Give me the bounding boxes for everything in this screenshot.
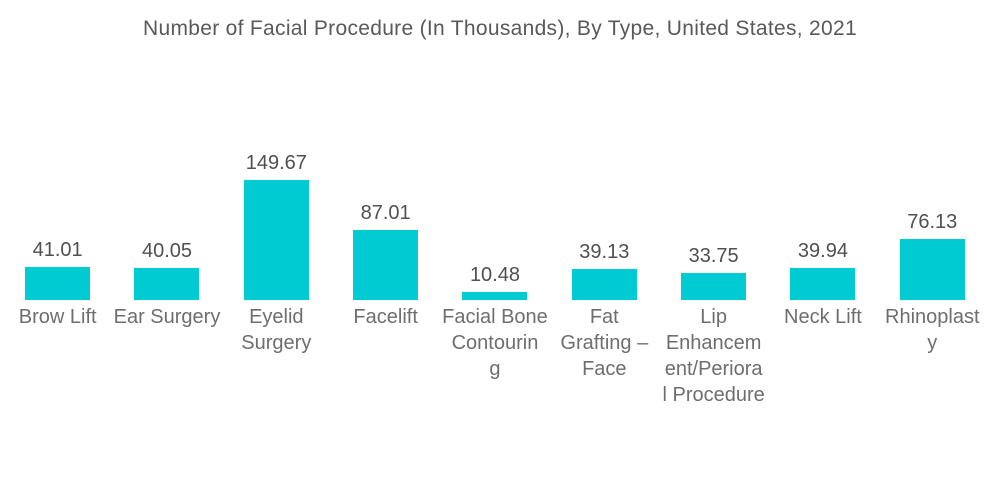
bar-value-label: 40.05 — [141, 240, 193, 262]
bar — [25, 267, 91, 300]
bar-value-label: 10.48 — [469, 264, 520, 286]
chart-title: Number of Facial Procedure (In Thousands… — [143, 17, 857, 40]
bar-column: 41.01 — [3, 0, 112, 300]
bar-column: 149.67 — [222, 0, 331, 300]
bar-column: 76.13 — [878, 0, 987, 300]
x-axis-label-row: Brow Lift Ear Surgery Eyelid Surgery Faceli… — [3, 304, 987, 408]
bar-value-label: 33.75 — [688, 245, 739, 267]
x-axis-category-label: Eyelid Surgery — [241, 306, 312, 354]
plot-area: 41.01 40.05 149.67 87.01 10.48 39.13 33.75 39.9… — [3, 0, 987, 300]
bar-value-label: 39.94 — [797, 240, 848, 262]
bar — [790, 268, 856, 300]
bar — [462, 292, 528, 300]
bar-column: 87.01 — [331, 0, 440, 300]
bar — [681, 273, 747, 300]
x-axis-category-label: Rhinoplast y — [885, 306, 980, 354]
bar — [134, 268, 200, 300]
bar-value-label: 39.13 — [579, 241, 630, 263]
bar-column: 40.05 — [112, 0, 221, 300]
bar-column: 33.75 — [659, 0, 768, 300]
bar-value-label: 87.01 — [360, 202, 411, 224]
bar-value-label: 149.67 — [245, 152, 307, 174]
bar — [353, 230, 419, 300]
x-axis-category-label: Facial Bone Contourin g — [442, 306, 548, 380]
x-axis-category-label: Lip Enhancem ent/Periora l Procedure — [662, 306, 765, 406]
bar — [899, 239, 965, 300]
bar-column: 10.48 — [440, 0, 549, 300]
x-axis-category-label: Neck Lift — [784, 306, 862, 328]
bar-value-label: 76.13 — [907, 211, 958, 233]
bar-column: 39.94 — [768, 0, 877, 300]
x-axis-category-label: Fat Grafting – Face — [560, 306, 649, 380]
bar — [571, 269, 637, 300]
bar-column: 39.13 — [550, 0, 659, 300]
x-axis-category-label: Ear Surgery — [113, 306, 221, 328]
bar — [243, 180, 309, 300]
bar-value-label: 41.01 — [32, 239, 83, 261]
x-axis-category-label: Brow Lift — [18, 306, 97, 328]
x-axis-category-label: Facelift — [353, 306, 418, 328]
